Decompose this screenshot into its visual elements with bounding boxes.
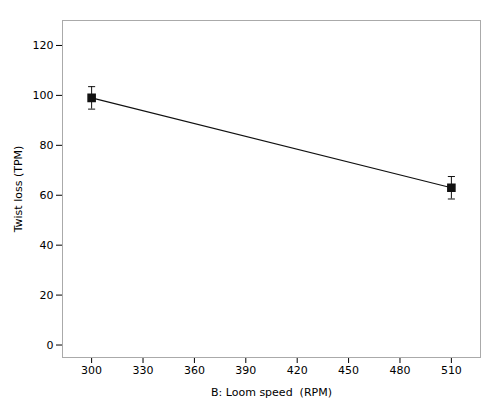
svg-text:510: 510	[441, 364, 462, 377]
svg-text:330: 330	[133, 364, 154, 377]
svg-text:100: 100	[33, 89, 54, 102]
svg-text:0: 0	[47, 339, 54, 352]
svg-text:300: 300	[81, 364, 102, 377]
svg-text:40: 40	[40, 239, 54, 252]
svg-text:60: 60	[40, 189, 54, 202]
svg-text:420: 420	[287, 364, 308, 377]
svg-text:360: 360	[184, 364, 205, 377]
svg-text:390: 390	[235, 364, 256, 377]
svg-text:20: 20	[40, 289, 54, 302]
svg-text:B: Loom speed (RPM): B: Loom speed (RPM)	[211, 386, 332, 399]
svg-text:450: 450	[338, 364, 359, 377]
svg-text:120: 120	[33, 39, 54, 52]
svg-text:480: 480	[389, 364, 410, 377]
svg-text:Twist loss (TPM): Twist loss (TPM)	[12, 146, 25, 234]
svg-text:80: 80	[40, 139, 54, 152]
